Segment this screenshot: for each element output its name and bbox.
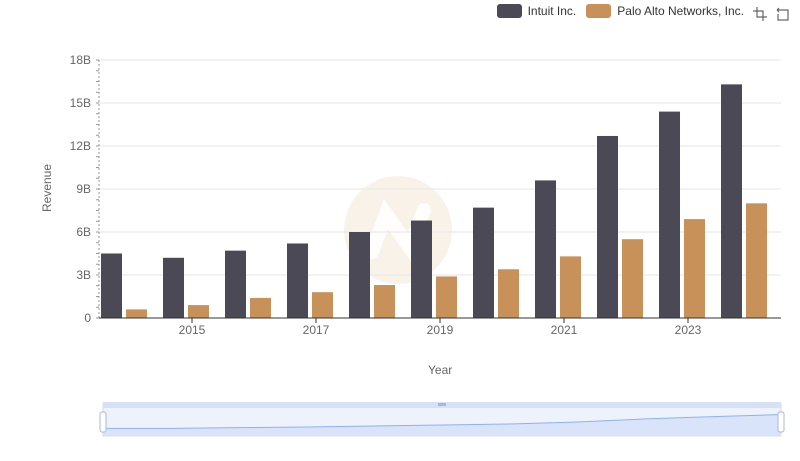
bar-palo-alto-2020[interactable] — [498, 269, 519, 318]
bar-palo-alto-2015[interactable] — [188, 305, 209, 318]
bar-intuit-2016[interactable] — [225, 250, 246, 318]
legend-item-palo-alto[interactable]: Palo Alto Networks, Inc. — [586, 4, 744, 18]
bar-intuit-2015[interactable] — [163, 257, 184, 318]
bar-intuit-2017[interactable] — [287, 243, 308, 318]
bar-intuit-2021[interactable] — [535, 180, 556, 318]
bar-palo-alto-2021[interactable] — [560, 256, 581, 318]
legend-item-intuit[interactable]: Intuit Inc. — [496, 4, 577, 18]
x-tick-label: 2017 — [303, 323, 330, 337]
bar-palo-alto-2014[interactable] — [126, 309, 147, 318]
x-tick-label: 2019 — [427, 323, 454, 337]
y-tick-label: 15B — [70, 96, 91, 110]
x-axis-title: Year — [428, 363, 453, 377]
bar-intuit-2024[interactable] — [721, 84, 742, 318]
legend-label-palo-alto: Palo Alto Networks, Inc. — [617, 4, 744, 18]
legend-swatch-intuit — [496, 4, 522, 18]
x-tick-label: 2023 — [675, 323, 702, 337]
datazoom-line — [103, 414, 782, 429]
bar-intuit-2019[interactable] — [411, 220, 432, 318]
y-axis-title: Revenue — [40, 163, 54, 212]
bar-intuit-2020[interactable] — [473, 207, 494, 318]
datazoom-grip[interactable] — [438, 403, 446, 406]
bar-palo-alto-2023[interactable] — [684, 219, 705, 318]
legend: Intuit Inc. Palo Alto Networks, Inc. — [496, 4, 744, 18]
bar-intuit-2022[interactable] — [597, 135, 618, 318]
toolbox — [752, 6, 790, 22]
y-tick-label: 12B — [70, 139, 91, 153]
legend-swatch-palo-alto — [586, 4, 612, 18]
bar-intuit-2014[interactable] — [101, 253, 122, 319]
y-tick-label: 18B — [70, 53, 91, 67]
y-tick-label: 0 — [84, 311, 91, 325]
datazoom-handle-left[interactable] — [99, 411, 107, 433]
bar-palo-alto-2016[interactable] — [250, 297, 271, 318]
zoom-icon[interactable] — [752, 6, 768, 22]
bar-intuit-2018[interactable] — [349, 232, 370, 318]
y-tick-label: 9B — [76, 182, 91, 196]
bar-palo-alto-2024[interactable] — [746, 203, 767, 318]
bar-palo-alto-2017[interactable] — [312, 292, 333, 318]
bar-intuit-2023[interactable] — [659, 111, 680, 318]
bar-palo-alto-2019[interactable] — [436, 276, 457, 318]
x-tick-label: 2021 — [551, 323, 578, 337]
datazoom-handle-right[interactable] — [777, 411, 785, 433]
restore-icon[interactable] — [774, 6, 790, 22]
bar-palo-alto-2022[interactable] — [622, 239, 643, 318]
x-tick-label: 2015 — [179, 323, 206, 337]
y-tick-label: 6B — [76, 225, 91, 239]
y-tick-label: 3B — [76, 268, 91, 282]
bar-palo-alto-2018[interactable] — [374, 285, 395, 318]
legend-label-intuit: Intuit Inc. — [527, 4, 577, 18]
